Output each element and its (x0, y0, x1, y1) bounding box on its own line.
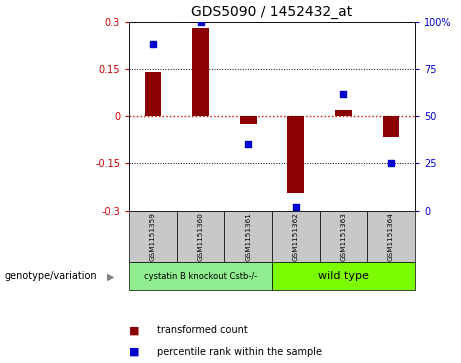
Text: ▶: ▶ (107, 272, 114, 281)
Text: GSM1151364: GSM1151364 (388, 212, 394, 261)
Point (197, 19, 204, 25)
Text: GSM1151360: GSM1151360 (197, 212, 204, 261)
FancyBboxPatch shape (129, 211, 177, 262)
Point (149, 41, 157, 47)
FancyBboxPatch shape (319, 211, 367, 262)
Bar (288, 116, 304, 193)
Point (292, 204, 300, 210)
Text: wild type: wild type (318, 272, 369, 281)
Text: ■: ■ (129, 325, 140, 335)
FancyBboxPatch shape (225, 211, 272, 262)
Bar (192, 28, 209, 116)
Text: genotype/variation: genotype/variation (5, 272, 97, 281)
Text: GSM1151359: GSM1151359 (150, 212, 156, 261)
Bar (145, 72, 161, 116)
FancyBboxPatch shape (177, 211, 225, 262)
Bar (383, 116, 399, 136)
FancyBboxPatch shape (367, 211, 415, 262)
Text: transformed count: transformed count (157, 325, 248, 335)
Text: percentile rank within the sample: percentile rank within the sample (157, 347, 322, 357)
Text: GSM1151363: GSM1151363 (340, 212, 347, 261)
Title: GDS5090 / 1452432_at: GDS5090 / 1452432_at (191, 5, 353, 19)
Text: GSM1151362: GSM1151362 (293, 212, 299, 261)
FancyBboxPatch shape (272, 211, 319, 262)
Point (244, 142, 252, 147)
Point (340, 91, 347, 97)
FancyBboxPatch shape (129, 262, 272, 290)
Text: cystatin B knockout Cstb-/-: cystatin B knockout Cstb-/- (144, 272, 257, 281)
FancyBboxPatch shape (272, 262, 415, 290)
Bar (240, 116, 256, 124)
Bar (335, 110, 352, 116)
Point (387, 160, 395, 166)
Text: GSM1151361: GSM1151361 (245, 212, 251, 261)
Text: ■: ■ (129, 347, 140, 357)
